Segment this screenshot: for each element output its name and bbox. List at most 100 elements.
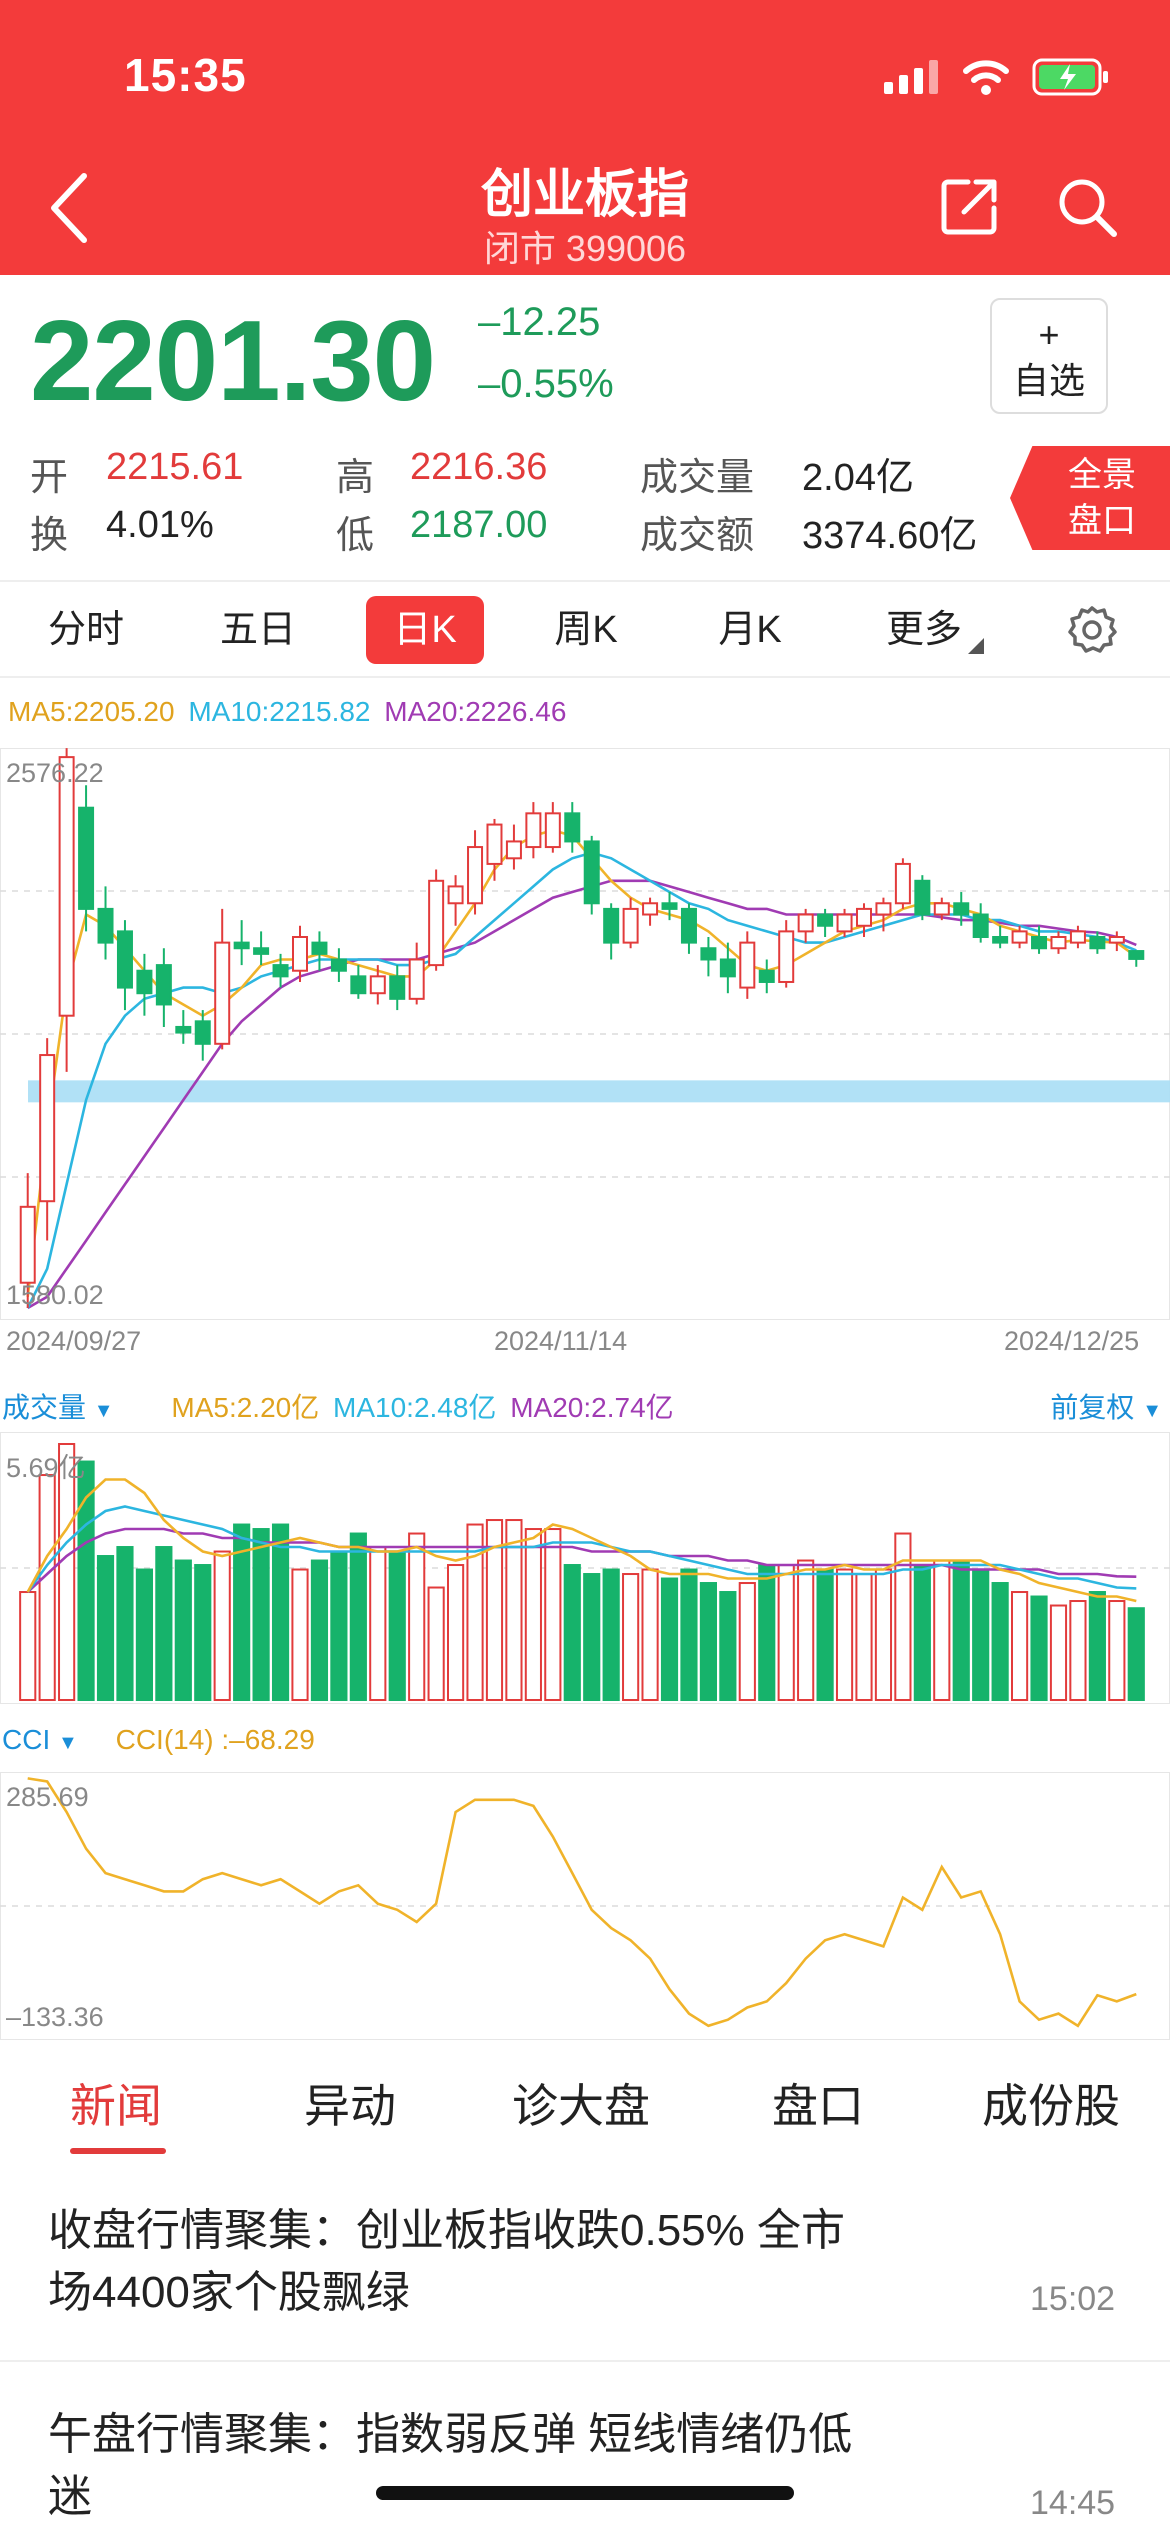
volume-bar-up — [505, 1519, 523, 1701]
volume-ma5: MA5:2.20亿 — [171, 1392, 320, 1423]
divider — [0, 676, 1170, 678]
volume-bar-up — [622, 1573, 640, 1701]
candle-down — [175, 1025, 192, 1034]
tab-weekly-k[interactable]: 周K — [554, 609, 618, 651]
volume-bar-up — [1108, 1600, 1126, 1701]
volume-ma5-line — [26, 1478, 1137, 1603]
volume-bar-up — [369, 1546, 387, 1701]
volume-bar-up — [408, 1532, 426, 1701]
tab-intraday[interactable]: 分时 — [47, 609, 124, 651]
news-tab-constituents[interactable]: 成份股 — [982, 2080, 1120, 2132]
low-value: 2187.00 — [410, 504, 548, 546]
price-change: –12.25 — [478, 300, 601, 344]
volume-bar-up — [855, 1573, 873, 1701]
volume-bar-up — [835, 1568, 854, 1701]
turnover-label: 换 — [30, 515, 69, 557]
candle-up — [739, 941, 756, 989]
volume-bar-up — [738, 1582, 756, 1701]
tab-daily-k[interactable]: 日K — [366, 596, 484, 664]
candle-up — [467, 846, 484, 905]
tab-monthly-k[interactable]: 月K — [718, 609, 782, 651]
candle-down — [194, 1020, 211, 1045]
candle-down — [78, 806, 95, 910]
volume-bar-down — [680, 1568, 698, 1701]
volume-y-max: 5.69亿 — [6, 1453, 86, 1483]
watchlist-label: 自选 — [1012, 360, 1085, 401]
kline-y-min: 1580.02 — [6, 1280, 104, 1310]
home-indicator — [376, 2486, 794, 2500]
candle-down — [253, 947, 270, 955]
adjust-dropdown-icon: ▼ — [1142, 1400, 1162, 1422]
news-tab-movement[interactable]: 异动 — [304, 2080, 396, 2132]
support-band — [28, 1080, 1170, 1103]
search-icon[interactable] — [1056, 176, 1118, 238]
high-value: 2216.36 — [410, 446, 548, 488]
volume-bar-down — [913, 1564, 931, 1701]
volume-bar-down — [583, 1573, 601, 1701]
volume-bar-up — [291, 1568, 309, 1701]
candle-down — [758, 969, 775, 983]
cci-chart[interactable] — [0, 1772, 1170, 2040]
candle-up — [408, 958, 425, 1000]
candle-down — [972, 913, 989, 939]
settings-gear-icon[interactable] — [1066, 604, 1118, 656]
candle-up — [622, 907, 639, 944]
volume-bar-down — [252, 1528, 270, 1702]
cci-label[interactable]: CCI — [2, 1724, 51, 1755]
news-item-title[interactable]: 午盘行情聚集：指数弱反弹 短线情绪仍低迷 — [48, 2410, 853, 2521]
news-tab-diagnosis[interactable]: 诊大盘 — [512, 2080, 650, 2132]
volume-bar-down — [271, 1523, 290, 1701]
cci-dropdown-icon[interactable]: ▼ — [58, 1732, 78, 1754]
volume-bar-up — [874, 1568, 893, 1701]
back-icon[interactable] — [44, 168, 100, 248]
kline-ma20: MA20:2226.46 — [384, 696, 567, 727]
candle-down — [583, 840, 600, 905]
volume-bar-down — [310, 1559, 329, 1701]
volume-bar-up — [1049, 1604, 1068, 1701]
candle-up — [836, 913, 853, 933]
ma10-line — [26, 851, 1137, 1309]
date-end: 2024/12/25 — [1004, 1326, 1140, 1356]
add-watchlist-button[interactable]: + 自选 — [990, 298, 1108, 414]
tab-more[interactable]: 更多 — [864, 596, 984, 664]
candle-up — [505, 840, 522, 860]
volume-bar-up — [894, 1532, 912, 1701]
volume-chart[interactable] — [0, 1432, 1170, 1704]
candle-down — [564, 812, 581, 843]
volume-bar-up — [933, 1559, 951, 1701]
candle-up — [1050, 936, 1067, 950]
volume-bar-up — [466, 1523, 484, 1701]
candle-up — [19, 1205, 36, 1284]
candle-down — [953, 902, 970, 916]
tab-five-day[interactable]: 五日 — [219, 609, 296, 651]
news-tab-news[interactable]: 新闻 — [70, 2080, 162, 2132]
volume-dropdown-icon[interactable]: ▼ — [93, 1400, 114, 1422]
candle-up — [875, 902, 892, 916]
status-time: 15:35 — [124, 49, 247, 101]
candle-up — [894, 862, 911, 905]
candle-up — [1069, 930, 1086, 944]
volume-bar-down — [194, 1564, 212, 1701]
news-item-time: 15:02 — [1030, 2280, 1116, 2318]
plus-icon: + — [1038, 314, 1060, 355]
volume-ma20-line — [26, 1527, 1137, 1593]
open-value: 2215.61 — [106, 446, 244, 488]
adjust-selector[interactable]: 前复权 ▼ — [1050, 1386, 1162, 1426]
open-label: 开 — [30, 457, 69, 499]
tab-more-label: 更多 — [885, 609, 962, 651]
kline-chart[interactable] — [0, 748, 1170, 1320]
news-tab-orderbook[interactable]: 盘口 — [772, 2080, 864, 2132]
share-icon[interactable] — [940, 176, 1000, 236]
news-item-time: 14:45 — [1030, 2484, 1116, 2522]
volume-label[interactable]: 成交量 — [2, 1392, 87, 1423]
volume-bar-up — [427, 1586, 445, 1702]
period-tabs: 分时 五日 日K 周K 月K 更多 — [0, 596, 1170, 664]
news-item-title[interactable]: 收盘行情聚集：创业板指收跌0.55% 全市场4400家个股飘绿 — [48, 2206, 845, 2317]
divider — [0, 2360, 1170, 2362]
panorama-button[interactable]: 全景 盘口 — [1010, 446, 1170, 550]
current-price: 2201.30 — [30, 298, 436, 425]
cci-line — [27, 1777, 1137, 2028]
panorama-label-2: 盘口 — [1068, 502, 1136, 540]
candle-up — [525, 812, 542, 849]
chart-frame — [0, 1772, 1170, 2040]
